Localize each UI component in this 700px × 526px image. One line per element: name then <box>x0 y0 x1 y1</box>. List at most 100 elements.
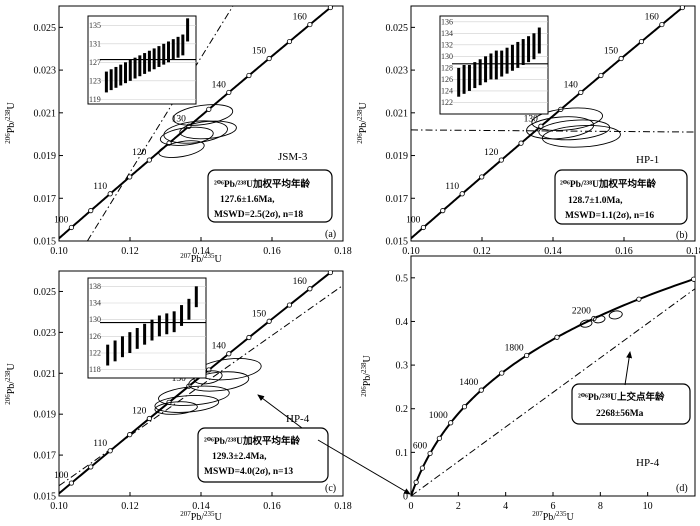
panel-d-age-marker <box>691 276 695 282</box>
panel-c-age-marker <box>286 302 293 308</box>
panel-d-y-tick-label: 0.3 <box>396 361 409 372</box>
panel-c-sample-name: HP-4 <box>286 413 310 425</box>
panel-c-age-marker <box>266 318 272 324</box>
panel-b-age-marker <box>679 6 685 11</box>
panel-a-y-tick-label: 0.023 <box>34 66 57 77</box>
panel-b-annotation-box <box>554 169 688 225</box>
panel-d-y-tick-label: 0.5 <box>396 273 409 284</box>
panel-c-age-marker <box>146 415 152 422</box>
panel-d-x-tick-label: 10 <box>643 501 653 512</box>
panel-a-inset-tick-label: 131 <box>89 39 101 48</box>
panel-c-age-label: 110 <box>93 439 107 449</box>
panel-a-inset-tick-label: 135 <box>89 21 101 30</box>
panel-d-age-marker <box>524 352 530 359</box>
panel-b-y-tick-label: 0.015 <box>386 237 409 248</box>
panel-c-x-tick-label: 0.16 <box>263 501 281 512</box>
panel-b-inset-tick-label: 136 <box>441 17 453 26</box>
panel-c-to-d-arrow <box>317 439 411 495</box>
panel-a-age-label: 120 <box>132 148 147 158</box>
panel-c-age-label: 100 <box>54 471 69 481</box>
panel-a-age-marker <box>107 191 113 197</box>
panel-b-reference-line <box>411 129 695 133</box>
panel-b-error-ellipse <box>531 107 603 131</box>
panel-b-label: (b) <box>676 230 688 241</box>
panel-c-age-marker <box>307 286 313 292</box>
panel-a-age-marker <box>226 89 232 96</box>
panel-c-age-marker <box>68 480 75 486</box>
panel-d: 0 2 4 6 8 10 0 0.1 0.2 0.3 0.4 0.5 207Pb/235U 206P… <box>360 255 696 523</box>
panel-c-age-label: 160 <box>293 277 308 287</box>
panel-d-age-marker <box>636 296 642 302</box>
panel-b-y-tick-label: 0.019 <box>386 151 409 162</box>
panel-d-error-ellipse <box>579 319 593 328</box>
panel-a-age-label: 150 <box>252 47 267 57</box>
panel-a-inset: 119 123 127 131 135 <box>87 15 197 105</box>
panel-d-y-tick-label: 0.4 <box>396 317 409 328</box>
panel-a-x-tick-label: 0.16 <box>263 246 281 257</box>
panel-a-age-marker <box>327 6 333 11</box>
panel-b-plot: 100 110 120 130 140 150 160 <box>406 6 695 240</box>
panel-a-age-marker <box>266 55 272 62</box>
panel-d-y-tick-label: 0.2 <box>396 404 409 415</box>
panel-b-age-label: 110 <box>445 182 459 192</box>
panel-b-inset-tick-label: 134 <box>441 29 453 38</box>
panel-b-age-label: 140 <box>564 80 579 90</box>
panel-a-y-tick-label: 0.019 <box>34 151 57 162</box>
panel-d-age-label: 600 <box>413 441 428 451</box>
panel-a-error-ellipse <box>163 120 228 144</box>
panel-d-annotation-box <box>571 383 691 425</box>
panel-b-inset-tick-label: 130 <box>441 52 453 61</box>
panel-c-x-ticks: 0.10 0.12 0.14 0.16 0.18 <box>50 492 352 512</box>
panel-b-inset-tick-label: 122 <box>441 98 453 107</box>
panel-a-plot-area <box>59 6 334 241</box>
panel-b-y-ticks: 0.015 0.017 0.019 0.021 0.023 0.025 <box>386 23 415 248</box>
panel-a-age-marker <box>146 157 152 163</box>
panel-d-x-tick-label: 8 <box>598 501 603 512</box>
panel-b-inset-tick-label: 132 <box>441 40 453 49</box>
panel-c-age-label: 150 <box>252 309 267 319</box>
panel-a-annotation-line3: MSWD=2.5(2σ), n=18 <box>214 209 303 220</box>
panel-c-inset-tick-label: 138 <box>89 282 101 291</box>
panel-d-error-ellipse <box>592 315 606 324</box>
panel-a-ylabel: 206Pb/238U <box>4 101 17 143</box>
panel-b-annotation-line3: MSWD=1.1(2σ), n=16 <box>565 210 654 221</box>
panel-a-age-marker <box>307 21 313 28</box>
panel-b-error-ellipse <box>541 125 621 148</box>
panel-b-age-marker <box>498 157 504 163</box>
panel-a-y-tick-label: 0.015 <box>34 237 57 248</box>
panel-b-age-marker <box>440 208 446 214</box>
panel-c-inset-tick-label: 118 <box>89 365 101 374</box>
panel-a-age-marker <box>206 106 212 112</box>
panel-b-age-label: 120 <box>484 148 499 158</box>
panel-b: 0.10 0.12 0.14 0.16 0.18 0.015 0.017 0.019 0.02… <box>356 5 700 257</box>
panel-b-inset-tick-label: 126 <box>441 75 453 84</box>
panel-b-age-marker <box>479 174 485 180</box>
panel-d-age-marker <box>478 387 484 393</box>
panel-d-age-marker <box>419 465 426 471</box>
panel-a-plot: 100 110 120 130 140 150 160 <box>54 6 334 241</box>
panel-b-age-marker <box>420 224 427 231</box>
panel-a-error-ellipse <box>172 104 234 126</box>
panel-a-x-tick-label: 0.18 <box>334 246 352 257</box>
panel-b-age-label: 100 <box>406 215 421 225</box>
panel-a-age-label: 160 <box>293 13 308 23</box>
panel-c-error-ellipse <box>193 370 223 385</box>
panel-c-xlabel: 207Pb/235U <box>180 510 222 523</box>
panel-a-age-marker <box>127 174 133 180</box>
panel-d-age-marker <box>448 420 454 426</box>
panel-a-x-tick-label: 0.14 <box>192 246 210 257</box>
panel-d-age-marker <box>499 370 505 376</box>
panel-d-y-tick-label: 0 <box>403 492 408 503</box>
panel-b-x-tick-label: 0.10 <box>402 246 420 257</box>
panel-c-annotation-line2: 129.3±2.4Ma, <box>212 452 267 462</box>
panel-d-age-marker <box>554 334 560 340</box>
panel-b-error-ellipse <box>526 116 595 140</box>
panel-d-error-ellipse <box>608 310 623 320</box>
panel-d-ylabel: 206Pb/238U <box>360 354 373 396</box>
panel-b-inset-frame <box>439 15 549 115</box>
panel-c-age-label: 140 <box>212 342 227 352</box>
panel-d-age-marker <box>436 435 442 441</box>
panel-c-age-label: 130 <box>172 374 187 384</box>
panel-a: 0.10 0.12 0.14 0.16 0.18 0.015 0.017 0.019 0.02… <box>4 5 352 265</box>
panel-d-reference-line <box>411 288 695 496</box>
